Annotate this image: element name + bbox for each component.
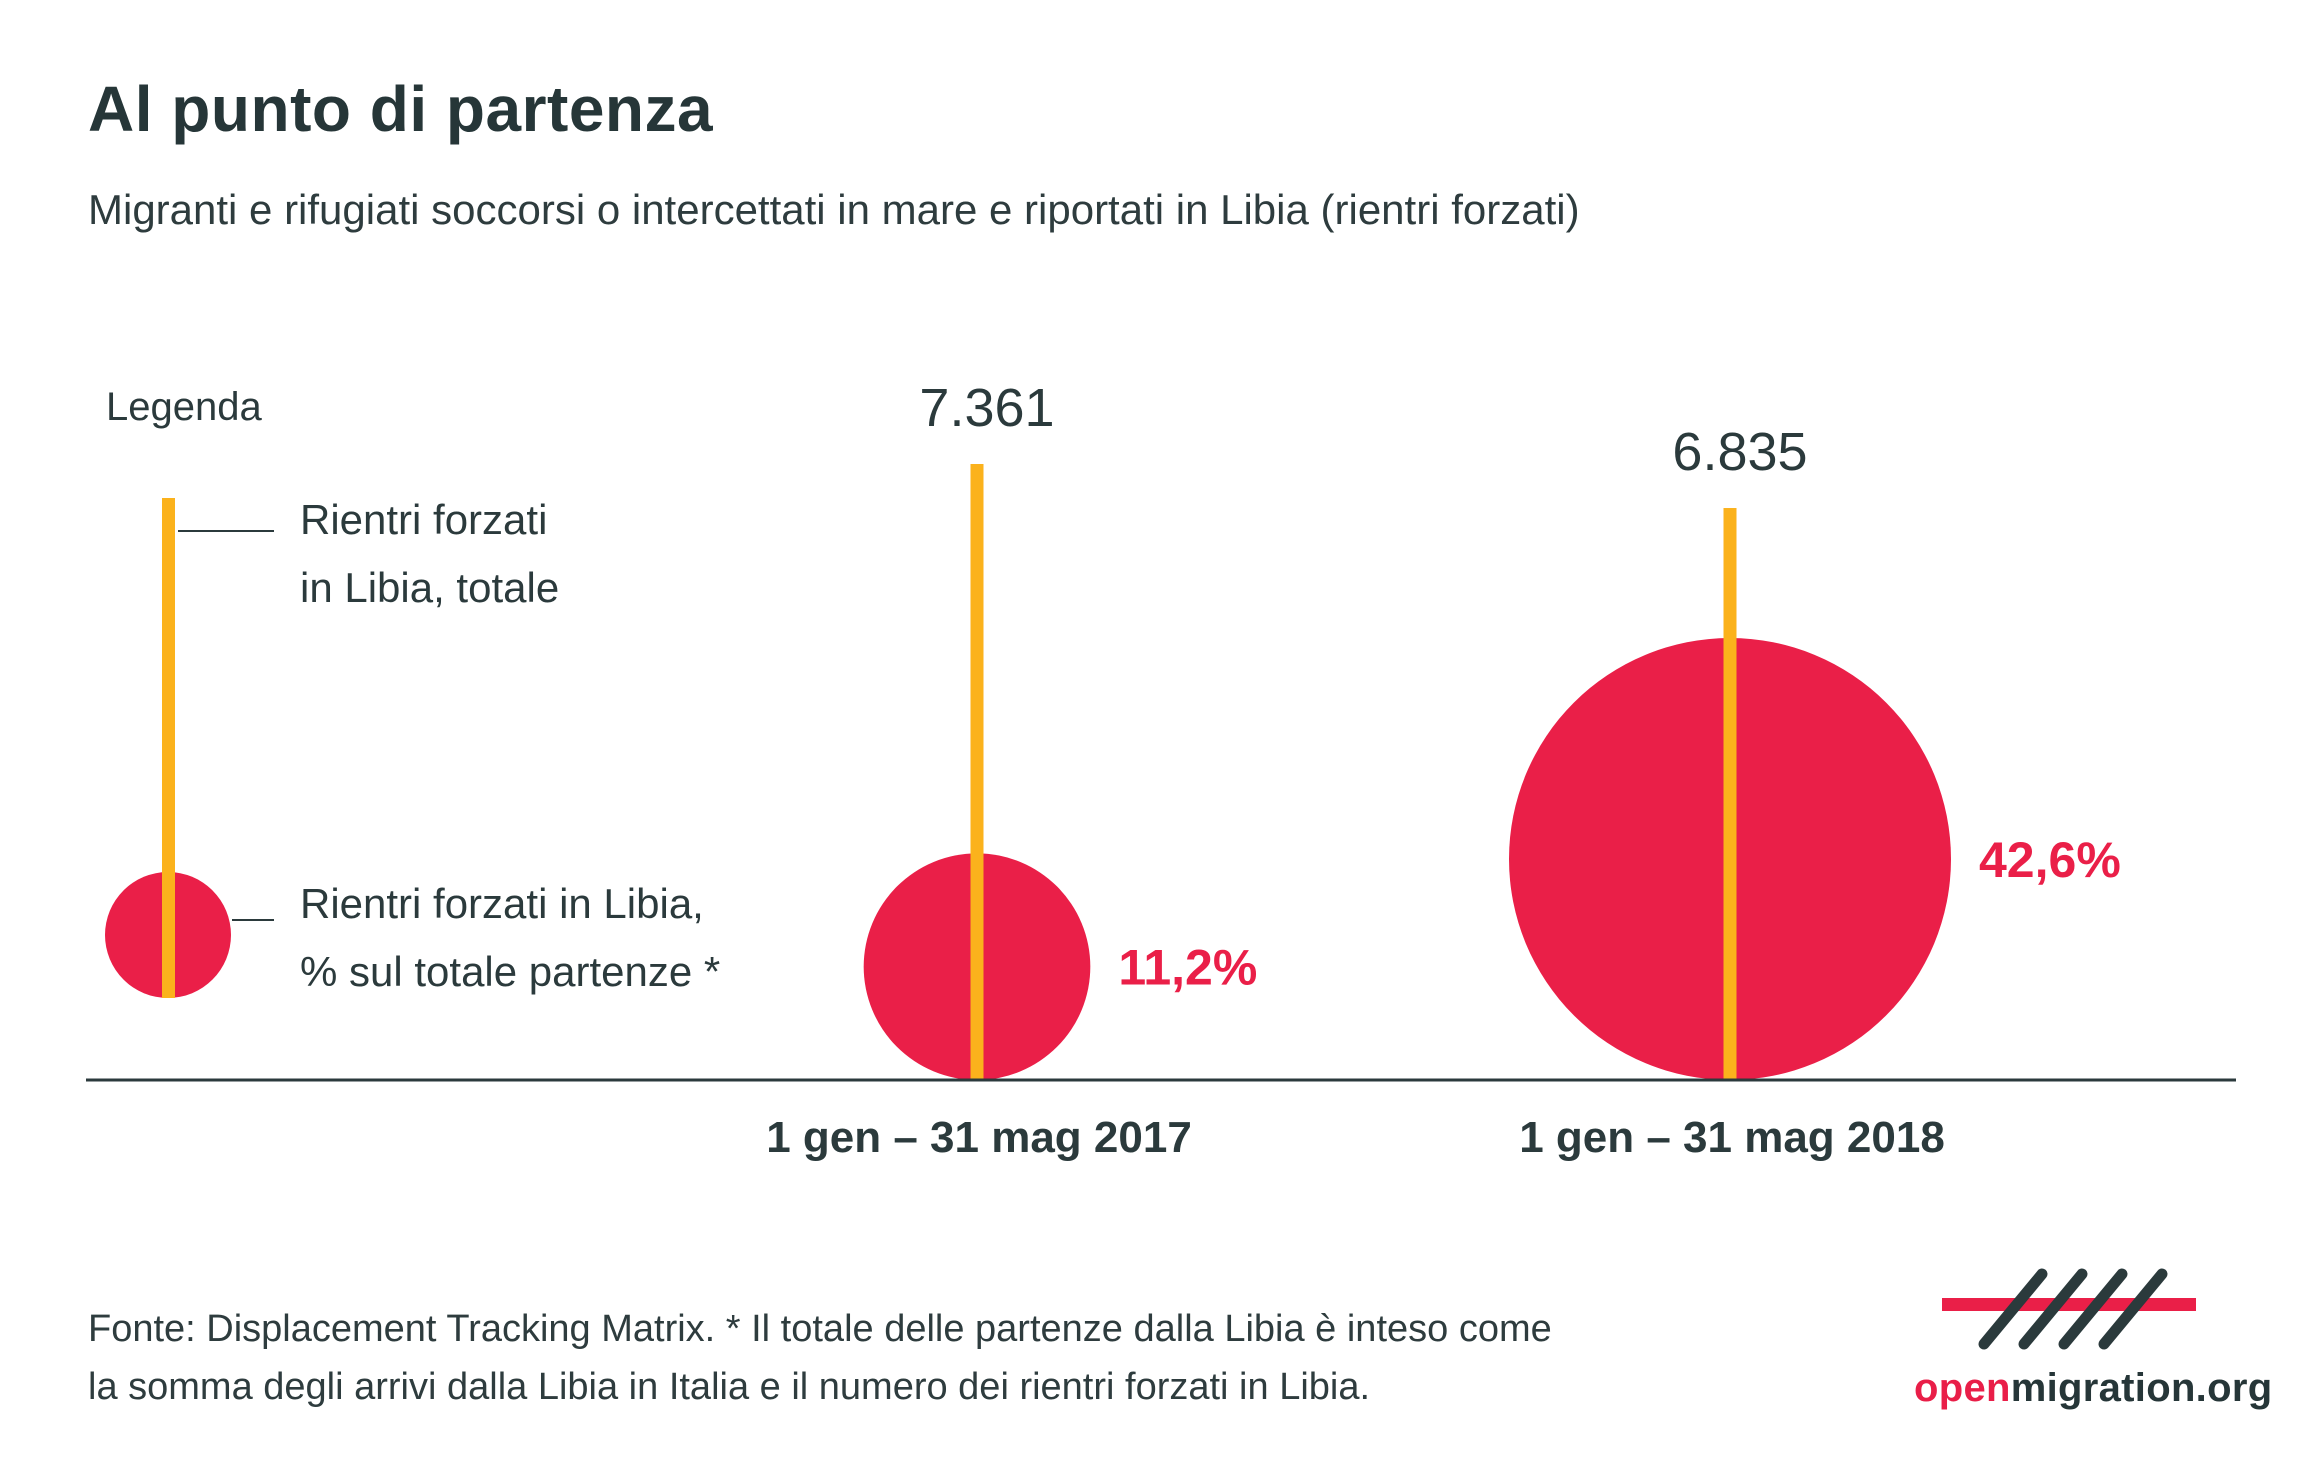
legend-line-label-2: in Libia, totale [300, 564, 559, 611]
legend-circle-label-1: Rientri forzati in Libia, [300, 880, 704, 927]
page-title: Al punto di partenza [88, 73, 714, 145]
category-label-1: 1 gen – 31 mag 2017 [766, 1113, 1192, 1162]
pct-value-label-2: 42,6% [1979, 832, 2121, 888]
total-line-2 [1723, 508, 1737, 1080]
brand-highlight: open [1914, 1366, 2011, 1410]
legend-line-sample [162, 498, 175, 998]
footnote: Fonte: Displacement Tracking Matrix. * I… [88, 1300, 1788, 1416]
pct-value-label-1: 11,2% [1118, 940, 1257, 996]
legend: Legenda Rientri forzati in Libia, totale… [105, 385, 720, 998]
brand-wordmark: openmigration.org [1914, 1366, 2272, 1411]
legend-circle-label-2: % sul totale partenze * [300, 948, 720, 995]
brand-rest: migration.org [2010, 1366, 2273, 1410]
legend-line-label-1: Rientri forzati [300, 496, 547, 543]
footnote-line-2: la somma degli arrivi dalla Libia in Ita… [88, 1366, 1371, 1408]
total-value-label-2: 6.835 [1672, 422, 1807, 482]
total-line-1 [970, 464, 984, 1080]
legend-heading: Legenda [106, 385, 262, 429]
brand-logo-mark [1942, 1268, 2196, 1350]
chart-marks: 7.361 11,2% 1 gen – 31 mag 2017 6.835 42,6% 1… [766, 378, 2121, 1162]
footnote-line-1: Fonte: Displacement Tracking Matrix. * I… [88, 1308, 1552, 1350]
total-value-label-1: 7.361 [919, 378, 1054, 438]
category-label-2: 1 gen – 31 mag 2018 [1519, 1113, 1945, 1162]
page-subtitle: Migranti e rifugiati soccorsi o intercet… [88, 186, 1580, 233]
